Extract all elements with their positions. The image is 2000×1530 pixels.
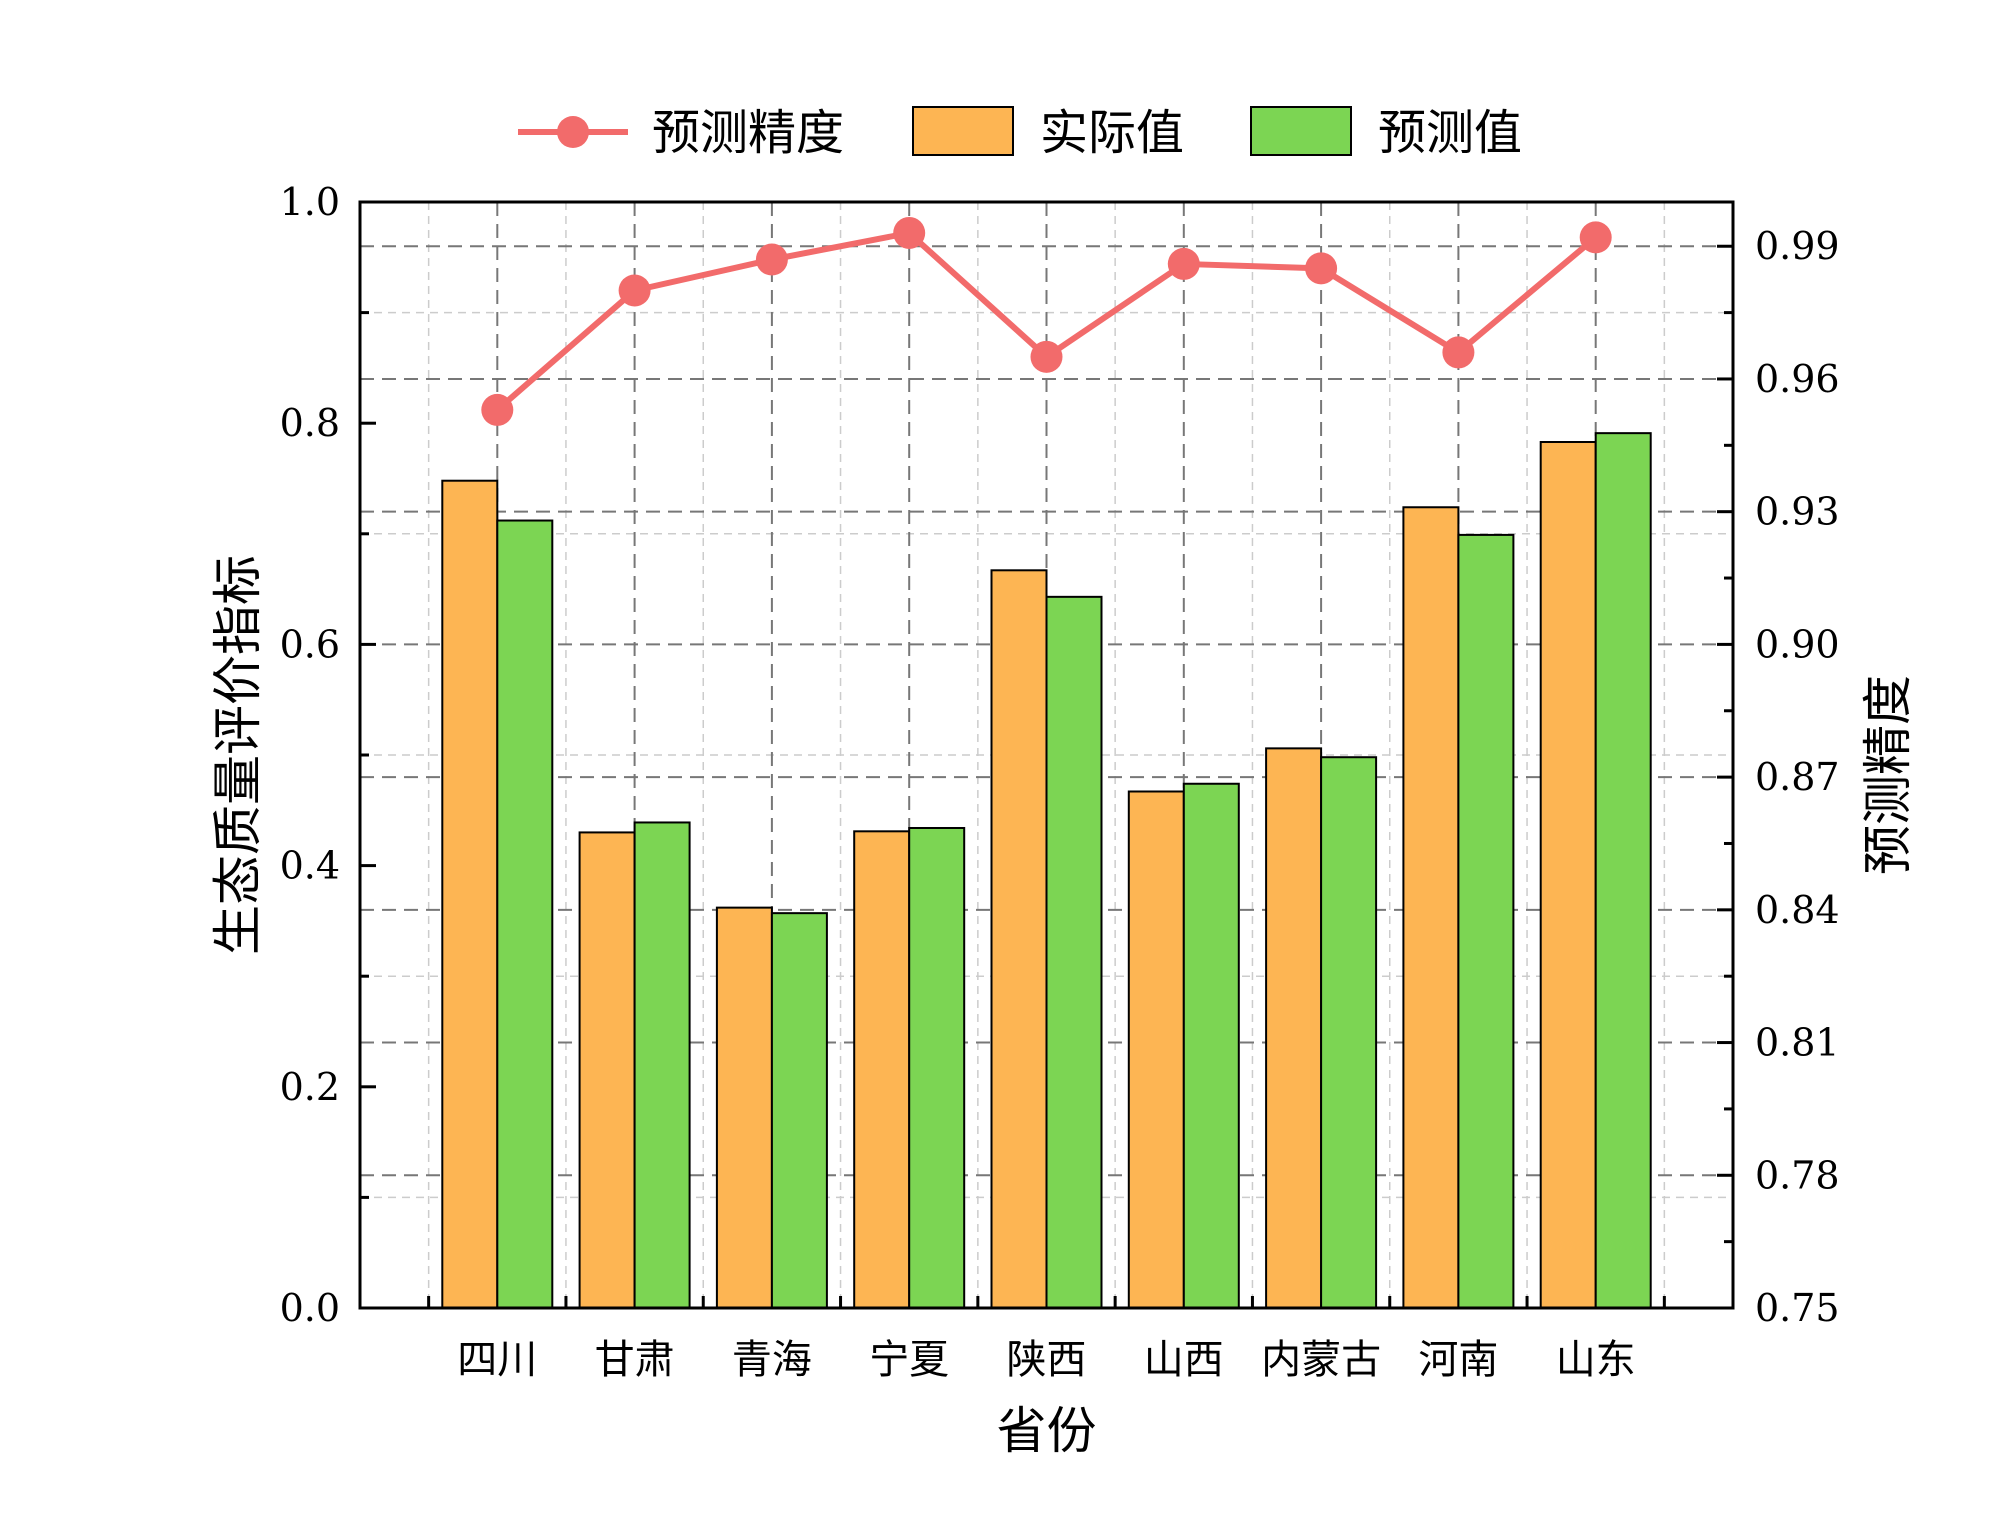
bar-actual: [715, 906, 773, 1309]
x-category-label: 山西: [1144, 1337, 1224, 1383]
legend-swatch-predicted: [1250, 106, 1352, 156]
y2-tick-label: 0.93: [1755, 490, 1840, 534]
bar-actual: [853, 830, 911, 1310]
bar-actual: [1539, 441, 1597, 1309]
axis-labels: 0.0 0.2 0.4 0.6 0.8 1.0 0.75 0.78 0.81 0.84 0.87 0.…: [280, 180, 1840, 1383]
axis-ticks: [360, 200, 1733, 1310]
legend: 预测精度 实际值 预测值: [518, 105, 1522, 161]
x-category-label: 内蒙古: [1261, 1337, 1381, 1383]
bar-predicted: [1320, 756, 1378, 1309]
x-axis-title: 省份: [997, 1402, 1097, 1460]
y2-tick-label: 0.75: [1755, 1286, 1840, 1330]
y2-tick-label: 0.78: [1755, 1153, 1840, 1197]
bar-actual: [1402, 506, 1460, 1310]
x-category-label: 甘肃: [595, 1337, 675, 1383]
bar-predicted: [770, 912, 828, 1310]
accuracy-line: [481, 216, 1612, 426]
bar-predicted: [633, 821, 691, 1309]
bar-predicted: [1045, 595, 1103, 1309]
x-category-label: 河南: [1418, 1337, 1498, 1383]
bar-actual: [1127, 790, 1185, 1309]
accuracy-point: [1167, 247, 1200, 280]
y-tick-label: 0.2: [280, 1065, 340, 1109]
accuracy-point: [1579, 221, 1612, 254]
y-axis-title: 生态质量评价指标: [209, 555, 267, 955]
accuracy-point: [481, 393, 514, 426]
y2-tick-label: 0.81: [1755, 1021, 1840, 1065]
y2-axis-title: 预测精度: [1859, 675, 1917, 875]
accuracy-point: [1030, 340, 1063, 373]
bar-predicted: [1182, 782, 1240, 1309]
x-category-label: 陕西: [1007, 1337, 1087, 1383]
y-tick-label: 0.0: [280, 1286, 340, 1330]
accuracy-point: [893, 216, 926, 249]
accuracy-point: [755, 243, 788, 276]
legend-swatch-actual: [912, 106, 1014, 156]
y-tick-label: 0.4: [280, 844, 340, 888]
x-category-label: 四川: [457, 1337, 537, 1383]
y-tick-label: 1.0: [280, 180, 340, 224]
y2-tick-label: 0.90: [1755, 622, 1840, 666]
x-category-label: 青海: [732, 1337, 812, 1383]
y2-tick-label: 0.99: [1755, 224, 1840, 268]
y2-tick-label: 0.87: [1755, 755, 1840, 799]
accuracy-point: [618, 274, 651, 307]
bar-actual: [1265, 747, 1323, 1309]
legend-label-actual: 实际值: [1040, 105, 1184, 161]
legend-label-accuracy: 预测精度: [652, 105, 844, 161]
x-category-label: 宁夏: [869, 1337, 949, 1383]
y-tick-label: 0.8: [280, 401, 340, 445]
legend-label-predicted: 预测值: [1378, 105, 1522, 161]
x-category-label: 山东: [1556, 1337, 1636, 1383]
bar-predicted: [908, 826, 966, 1309]
bar-actual: [990, 569, 1048, 1309]
bar-predicted: [1457, 533, 1515, 1309]
y2-tick-label: 0.96: [1755, 357, 1840, 401]
bar-predicted: [496, 519, 554, 1309]
accuracy-point: [1442, 336, 1475, 369]
y2-tick-label: 0.84: [1755, 888, 1840, 932]
bar-actual: [441, 479, 499, 1310]
bar-actual: [578, 831, 636, 1309]
bar-predicted: [1594, 432, 1652, 1309]
legend-dot-marker: [557, 116, 589, 148]
y-tick-label: 0.6: [280, 622, 340, 666]
bars: [441, 432, 1652, 1310]
accuracy-point: [1305, 252, 1338, 285]
